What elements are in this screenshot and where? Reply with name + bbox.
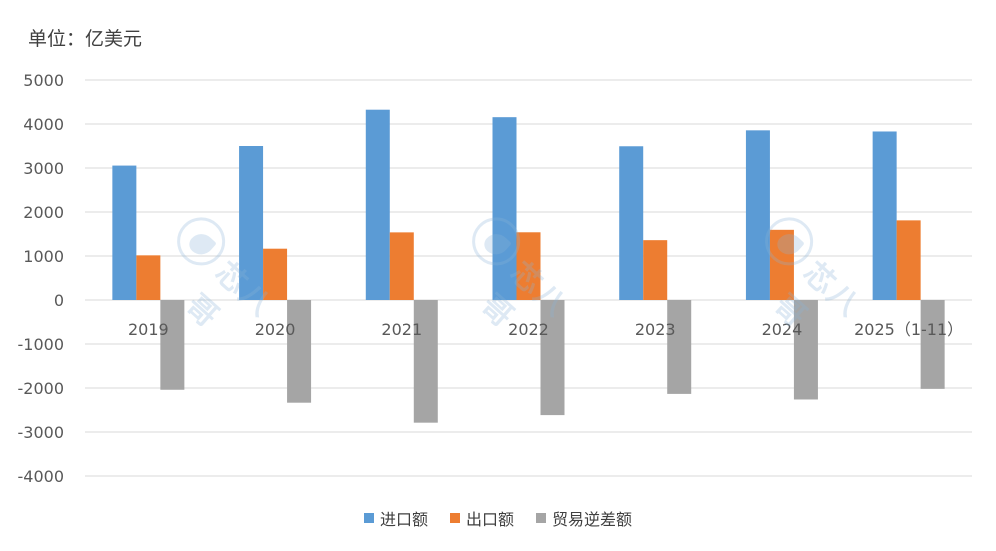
x-tick-label: 2025（1-11） [854, 320, 963, 339]
x-tick-label: 2022 [508, 320, 549, 339]
legend-swatch-deficit [536, 513, 546, 523]
legend-item-deficit: 贸易逆差额 [536, 506, 632, 530]
bar-2 [667, 300, 692, 394]
bar-1 [769, 229, 794, 300]
bar-1 [516, 232, 541, 300]
bar-0 [492, 117, 517, 301]
bar-1 [389, 232, 414, 300]
chart-legend: 进口额 出口额 贸易逆差额 [0, 506, 996, 530]
y-tick-label: 4000 [23, 115, 64, 134]
bar-0 [872, 131, 897, 300]
y-tick-label: -3000 [18, 423, 65, 442]
x-tick-label: 2024 [762, 320, 803, 339]
y-tick-label: 2000 [23, 203, 64, 222]
bar-0 [619, 146, 644, 300]
bar-1 [643, 240, 668, 300]
legend-label-imports: 进口额 [379, 510, 428, 529]
bar-2 [920, 300, 945, 389]
legend-swatch-exports [449, 513, 460, 523]
bar-2 [540, 300, 565, 416]
bar-2 [287, 300, 312, 403]
legend-label-deficit: 贸易逆差额 [552, 510, 633, 529]
y-tick-label: -4000 [18, 467, 65, 486]
y-tick-label: 5000 [23, 71, 64, 90]
y-tick-label: -1000 [18, 335, 65, 354]
legend-swatch-imports [363, 513, 374, 523]
bar-1 [896, 220, 921, 300]
x-tick-label: 2021 [381, 320, 422, 339]
bar-2 [793, 300, 818, 400]
y-tick-label: 3000 [23, 159, 64, 178]
bar-0 [745, 130, 770, 300]
y-tick-label: -2000 [18, 379, 65, 398]
unit-label: 单位：亿美元 [28, 28, 143, 50]
y-tick-label: 1000 [23, 247, 64, 266]
y-tick-label: 0 [54, 291, 64, 310]
x-tick-label: 2020 [255, 320, 296, 339]
legend-item-imports: 进口额 [363, 506, 428, 530]
bar-1 [136, 255, 161, 300]
bar-2 [160, 300, 185, 390]
x-tick-label: 2019 [128, 320, 169, 339]
bar-0 [365, 109, 390, 300]
bar-1 [263, 248, 288, 300]
bar-0 [112, 165, 137, 300]
x-tick-label: 2023 [635, 320, 676, 339]
bar-2 [413, 300, 438, 423]
bar-0 [239, 146, 264, 300]
legend-item-exports: 出口额 [449, 506, 514, 530]
legend-label-exports: 出口额 [465, 510, 514, 529]
